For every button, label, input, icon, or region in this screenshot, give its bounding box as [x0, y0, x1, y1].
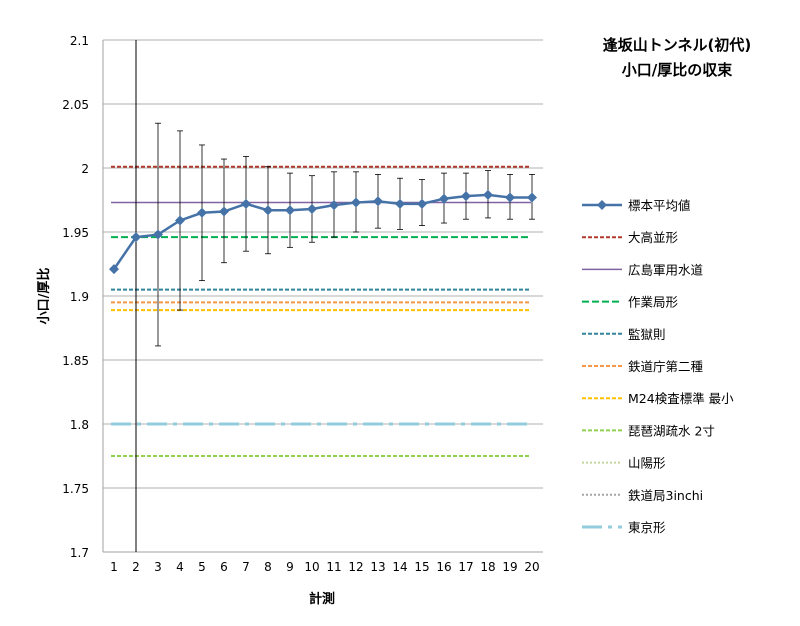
data-point-17 — [461, 191, 471, 202]
data-point-11 — [329, 200, 339, 211]
x-tick-label-15: 16 — [436, 560, 451, 574]
data-point-12 — [351, 197, 361, 208]
x-tick-label-16: 17 — [458, 560, 473, 574]
legend-item-10: 東京形 — [582, 520, 666, 535]
x-tick-label-1: 2 — [132, 560, 140, 574]
chart-title-line-2: 小口/厚比の収束 — [622, 61, 733, 79]
y-tick-label-0: 1.7 — [70, 546, 89, 560]
x-axis-label: 計測 — [309, 591, 335, 607]
legend-label: 作業局形 — [628, 295, 679, 310]
chart-title-line-1: 逢坂山トンネル(初代) — [603, 36, 751, 54]
series-lines — [109, 189, 537, 275]
data-point-3 — [153, 229, 163, 240]
legend-label: 監獄則 — [628, 327, 666, 342]
legend-label: 標本平均値 — [628, 198, 691, 213]
y-axis-ticks: 1.7 1.75 1.8 1.85 1.9 1.95 2 2.05 2.1 — [62, 34, 89, 560]
x-tick-label-14: 15 — [414, 560, 429, 574]
y-tick-label-7: 2.05 — [62, 98, 89, 112]
x-tick-label-11: 12 — [348, 560, 363, 574]
gridlines — [102, 39, 543, 553]
legend-label: 鉄道庁第二種 — [628, 359, 704, 374]
data-point-5 — [197, 207, 207, 218]
data-point-20 — [527, 192, 537, 203]
legend-label: M24検査標準 最小 — [628, 391, 734, 406]
x-tick-label-8: 9 — [286, 560, 294, 574]
data-point-15 — [417, 198, 427, 209]
x-tick-label-19: 20 — [524, 560, 539, 574]
data-point-1 — [109, 264, 119, 275]
legend-item-4: 監獄則 — [582, 327, 666, 342]
x-tick-label-5: 6 — [220, 560, 228, 574]
legend-item-7: 琵琶湖疏水 2寸 — [582, 423, 715, 438]
x-tick-label-9: 10 — [304, 560, 319, 574]
x-tick-label-10: 11 — [326, 560, 341, 574]
y-tick-label-4: 1.9 — [70, 290, 89, 304]
data-point-19 — [505, 192, 515, 203]
legend-item-1: 大高並形 — [582, 230, 679, 245]
data-point-10 — [307, 203, 317, 214]
data-point-4 — [175, 215, 185, 226]
x-tick-label-7: 8 — [264, 560, 272, 574]
data-point-6 — [219, 206, 229, 217]
x-tick-label-4: 5 — [198, 560, 206, 574]
x-tick-label-12: 13 — [370, 560, 385, 574]
x-tick-label-6: 7 — [242, 560, 250, 574]
legend-item-5: 鉄道庁第二種 — [582, 359, 704, 374]
legend-item-8: 山陽形 — [582, 456, 666, 471]
legend-label: 鉄道局3inchi — [628, 488, 703, 503]
x-tick-label-2: 3 — [154, 560, 162, 574]
legend-item-3: 作業局形 — [582, 295, 679, 310]
data-point-16 — [439, 193, 449, 204]
x-tick-label-17: 18 — [480, 560, 495, 574]
y-tick-label-5: 1.95 — [62, 226, 89, 240]
legend-label: 琵琶湖疏水 2寸 — [628, 423, 715, 438]
x-axis-ticks: 1 2 3 4 5 6 7 8 9 10 11 12 13 14 15 16 17 18 19 20 — [110, 560, 539, 574]
legend-label: 山陽形 — [628, 456, 666, 471]
legend-item-0: 標本平均値 — [582, 198, 691, 213]
legend-marker — [597, 200, 607, 210]
legend-label: 大高並形 — [628, 230, 679, 245]
data-point-7 — [241, 198, 251, 209]
reference-lines — [111, 165, 531, 457]
legend-item-2: 広島軍用水道 — [582, 262, 704, 277]
x-tick-label-3: 4 — [176, 560, 184, 574]
data-point-18 — [483, 189, 493, 200]
data-point-14 — [395, 198, 405, 209]
x-tick-label-0: 1 — [110, 560, 118, 574]
y-tick-label-8: 2.1 — [70, 34, 89, 48]
legend-label: 東京形 — [628, 520, 666, 535]
legend-item-9: 鉄道局3inchi — [582, 488, 703, 503]
data-point-13 — [373, 196, 383, 207]
x-tick-label-18: 19 — [502, 560, 517, 574]
y-axis-label: 小口/厚比 — [36, 268, 52, 325]
y-tick-label-1: 1.75 — [62, 482, 89, 496]
y-tick-label-2: 1.8 — [70, 418, 89, 432]
y-tick-label-3: 1.85 — [62, 354, 89, 368]
data-point-2 — [131, 232, 141, 243]
data-point-9 — [285, 205, 295, 216]
x-tick-label-13: 14 — [392, 560, 407, 574]
y-tick-label-6: 2 — [81, 162, 89, 176]
data-point-8 — [263, 205, 273, 216]
legend-label: 広島軍用水道 — [628, 262, 704, 277]
legend-item-6: M24検査標準 最小 — [582, 391, 734, 406]
